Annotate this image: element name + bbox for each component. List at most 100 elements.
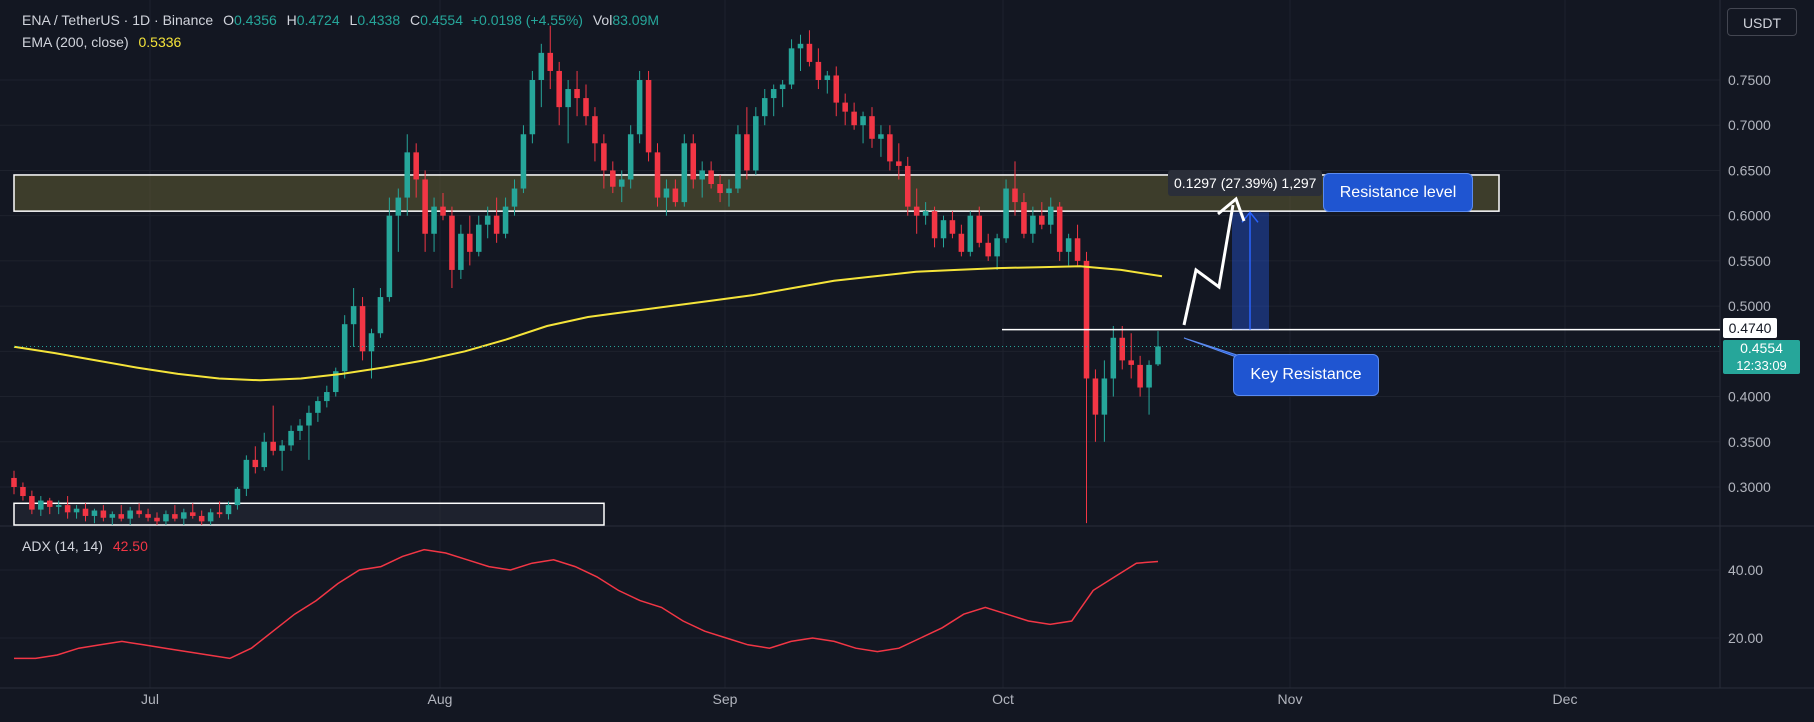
candle-body xyxy=(1146,364,1152,388)
volume-value: 83.09M xyxy=(612,12,660,28)
y-tick-label: 0.7000 xyxy=(1728,117,1771,133)
candle-body xyxy=(29,496,35,510)
ema-200-line xyxy=(13,265,1163,382)
candle-body xyxy=(753,116,759,171)
ema-value: 0.5336 xyxy=(138,34,182,50)
candle-body xyxy=(359,306,366,352)
candle xyxy=(127,506,133,525)
currency-button[interactable]: USDT xyxy=(1727,8,1797,36)
candle-body xyxy=(940,220,947,239)
candle-body xyxy=(38,500,44,510)
candle-body xyxy=(735,134,741,189)
candle xyxy=(601,134,607,189)
candle-body xyxy=(904,165,911,207)
candle-body xyxy=(1039,215,1045,225)
candle xyxy=(565,80,571,144)
candle-body xyxy=(225,505,232,515)
candle-body xyxy=(216,512,223,515)
candle-body xyxy=(1128,360,1134,365)
adx-legend[interactable]: ADX (14, 14) 42.50 xyxy=(22,538,148,554)
candle-body xyxy=(404,152,411,198)
candle-body xyxy=(1155,346,1161,365)
x-tick-label: Jul xyxy=(141,691,159,707)
candle-body xyxy=(931,211,938,239)
candle-body xyxy=(252,459,259,468)
resistance-level-callout[interactable]: Resistance level xyxy=(1323,173,1473,212)
candle-body xyxy=(82,508,89,516)
drawings xyxy=(13,174,1500,526)
lower-range-box xyxy=(13,502,605,526)
candle-body xyxy=(1083,260,1090,379)
candle xyxy=(1030,206,1036,243)
candle xyxy=(1065,233,1072,266)
candle-body xyxy=(985,242,991,257)
candle xyxy=(610,161,616,194)
candle-body xyxy=(556,70,562,108)
candle-body xyxy=(1056,206,1063,252)
candle xyxy=(851,102,857,130)
ema-line xyxy=(13,265,1163,382)
candle-body xyxy=(833,75,840,103)
key-level-price-tag: 0.4740 xyxy=(1723,318,1777,338)
candle xyxy=(735,125,741,194)
candle-body xyxy=(538,52,545,80)
candle-body xyxy=(610,170,616,187)
candle-countdown: 12:33:09 xyxy=(1736,358,1787,373)
key-resistance-callout[interactable]: Key Resistance xyxy=(1233,354,1379,396)
candle xyxy=(109,511,116,525)
candle xyxy=(842,93,848,126)
candle-body xyxy=(332,371,339,393)
candle-body xyxy=(842,102,848,112)
y-tick-label: 0.5500 xyxy=(1728,253,1771,269)
candle-body xyxy=(851,111,857,126)
candle xyxy=(958,224,965,257)
candle xyxy=(1047,197,1054,234)
adx-label: ADX (14, 14) xyxy=(22,538,103,554)
candle-body xyxy=(324,392,330,402)
candle xyxy=(368,328,375,379)
candle-body xyxy=(601,143,607,171)
candle xyxy=(386,197,393,302)
candle-body xyxy=(797,43,804,49)
candle xyxy=(1021,193,1027,239)
candle-body xyxy=(368,333,375,352)
candle-body xyxy=(708,170,714,185)
candle-body xyxy=(1012,188,1018,203)
candle xyxy=(744,107,750,180)
candle xyxy=(332,367,339,397)
candle-body xyxy=(583,98,589,117)
candle-body xyxy=(484,215,491,225)
candle-body xyxy=(279,445,285,451)
candle-body xyxy=(645,80,652,153)
x-tick-label: Sep xyxy=(713,691,738,707)
candle xyxy=(931,206,938,248)
candle-body xyxy=(198,515,205,522)
projection-arrowhead xyxy=(1217,196,1246,222)
candle-body xyxy=(788,48,795,85)
candle xyxy=(547,25,554,90)
candle xyxy=(538,43,545,108)
candle xyxy=(1074,224,1081,266)
close-value: 0.4554 xyxy=(420,12,463,28)
candle-body xyxy=(618,179,625,187)
close-label: C xyxy=(410,12,421,28)
candle-body xyxy=(994,238,1000,257)
candle-body xyxy=(726,188,732,194)
candle xyxy=(29,490,35,515)
candle-body xyxy=(154,517,160,522)
candle xyxy=(279,439,285,471)
candle-body xyxy=(270,441,276,451)
candle xyxy=(672,179,679,207)
candle-body xyxy=(145,514,151,518)
candle-body xyxy=(967,215,974,252)
candle-body xyxy=(458,233,464,270)
candle xyxy=(994,233,1000,270)
candle-body xyxy=(949,220,956,234)
candlestick-series xyxy=(11,25,1161,525)
candle xyxy=(467,215,473,266)
candle-body xyxy=(288,430,294,446)
candle-body xyxy=(1110,337,1117,379)
ema-legend[interactable]: EMA (200, close) 0.5336 xyxy=(22,34,181,50)
